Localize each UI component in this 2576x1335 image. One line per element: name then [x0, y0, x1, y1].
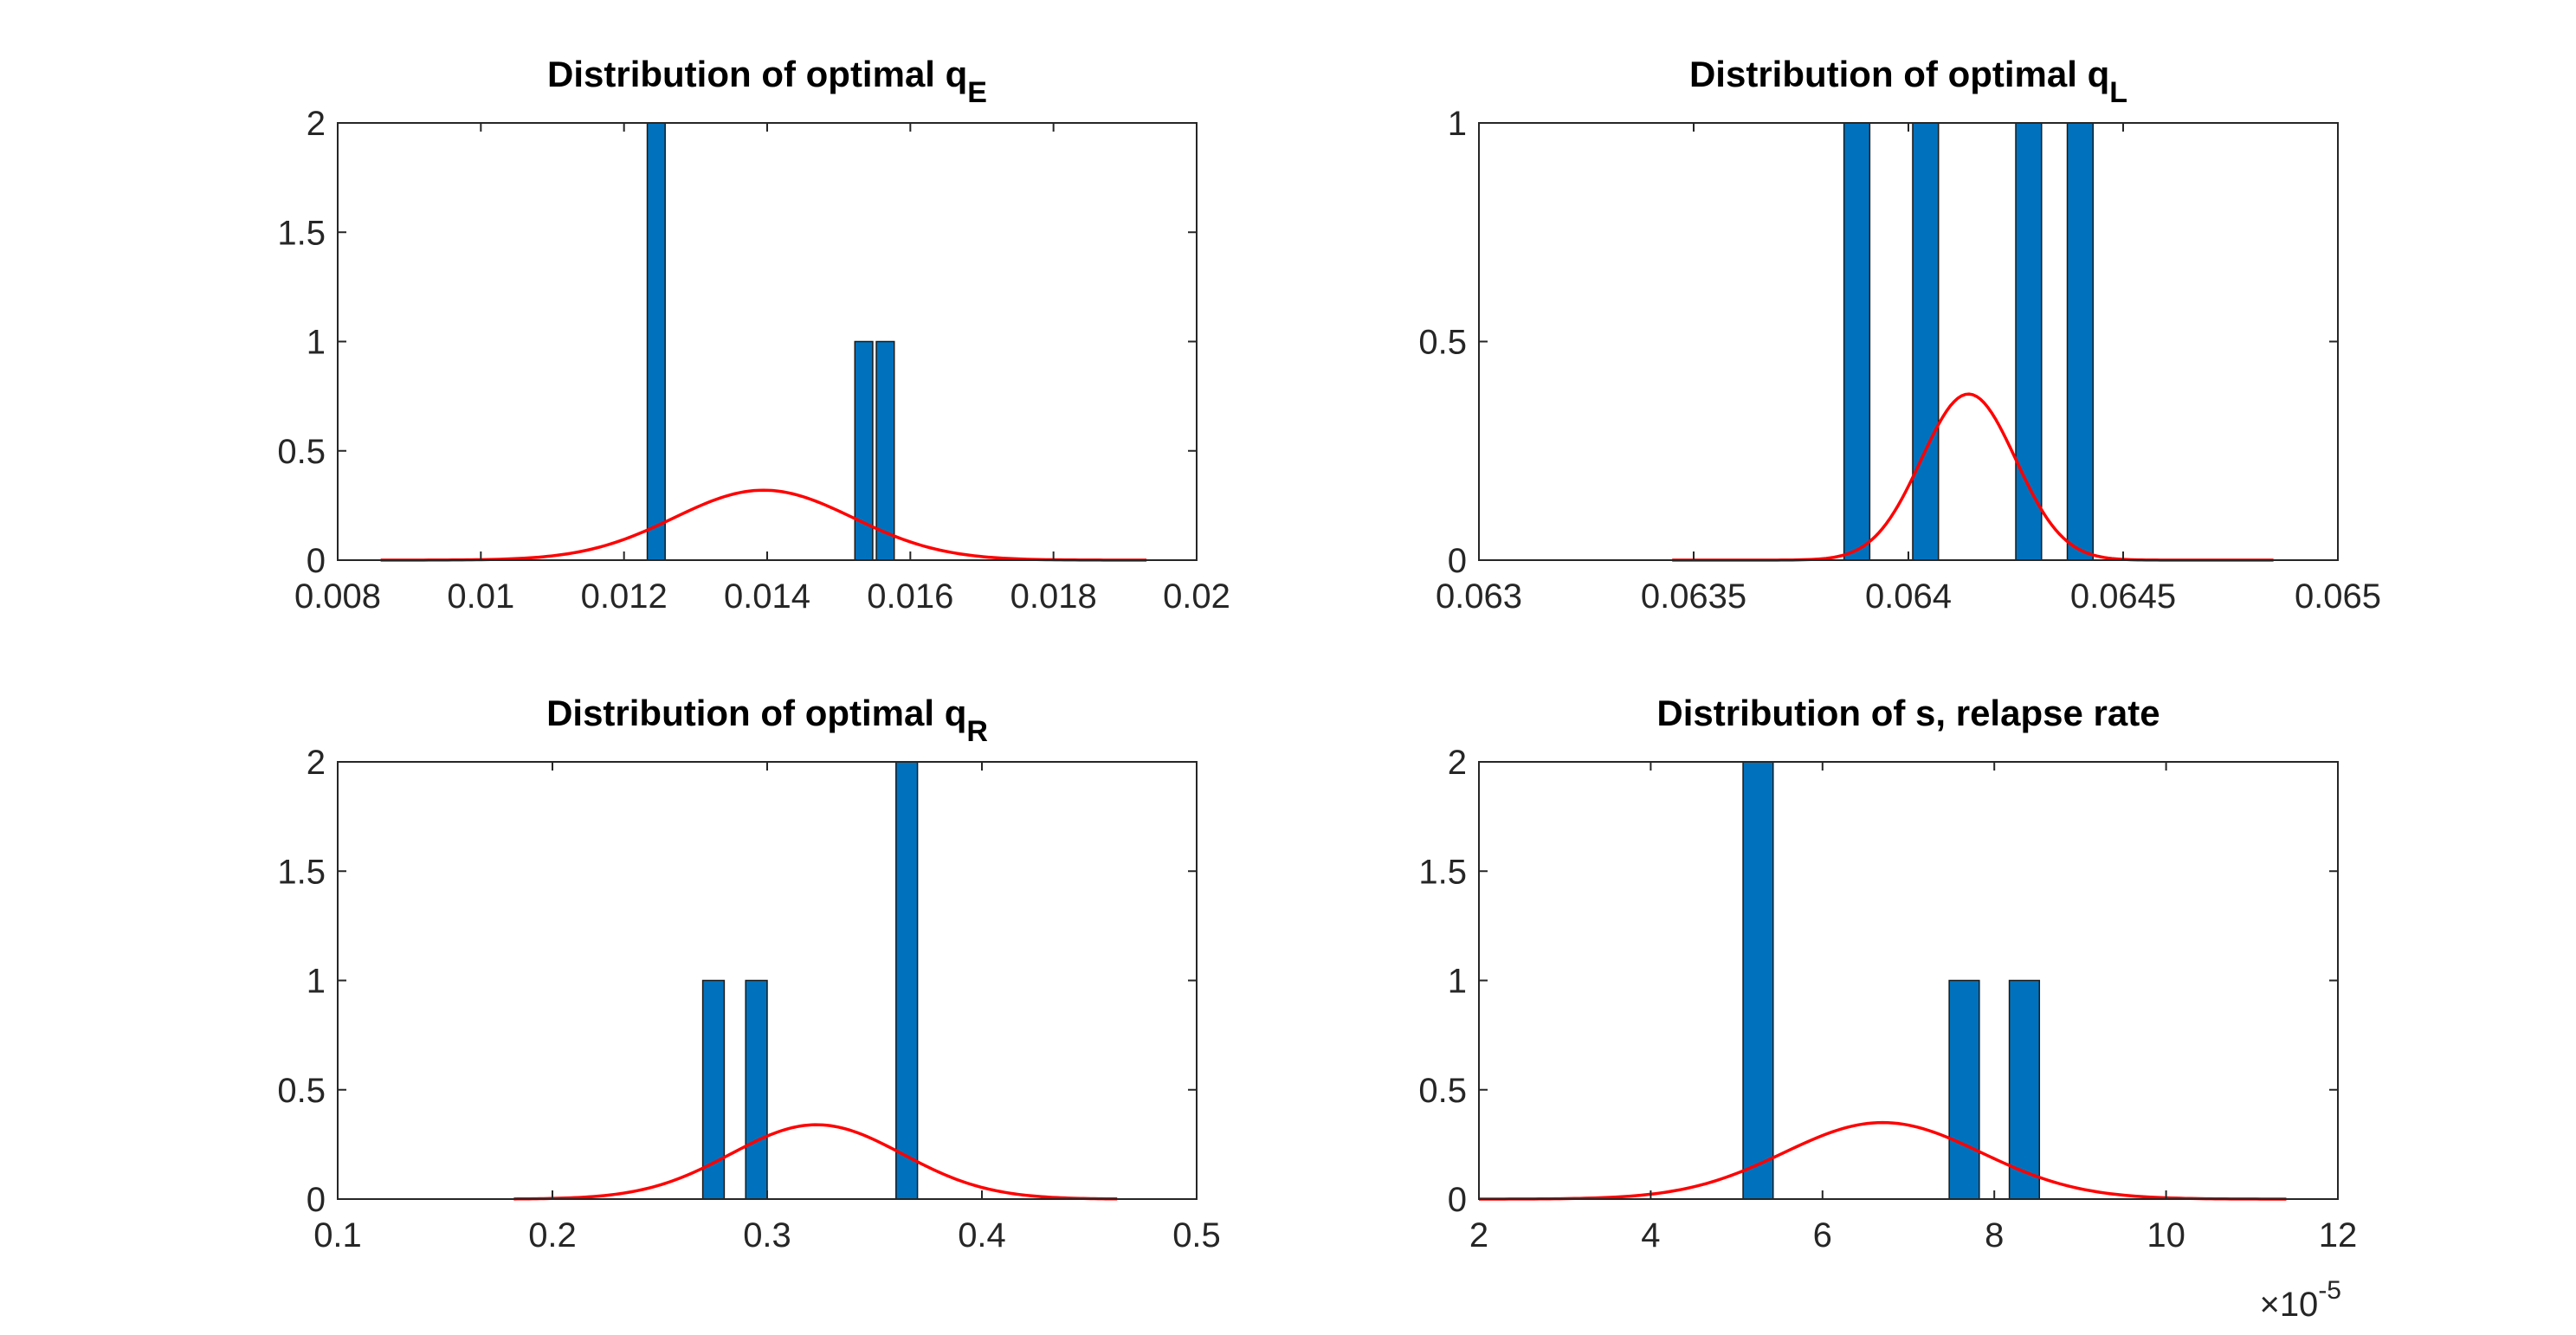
x-tick-label: 12 [2319, 1216, 2358, 1254]
x-tick-label: 0.4 [958, 1216, 1006, 1254]
x-axis-multiplier-exponent: -5 [2318, 1276, 2341, 1305]
histogram-bar [745, 979, 768, 1200]
histogram-bar [646, 122, 666, 561]
x-tick-label: 2 [1469, 1216, 1488, 1254]
x-tick-label: 0.5 [1172, 1216, 1221, 1254]
axes-box [1478, 122, 2339, 561]
normal-fit-line [513, 1123, 1118, 1201]
y-tick-label: 0.5 [277, 433, 326, 471]
x-tick-label: 4 [1641, 1216, 1660, 1254]
x-tick-label: 8 [1985, 1216, 2004, 1254]
y-tick-label: 1 [1448, 963, 1467, 1001]
chart-title: Distribution of optimal qE [547, 54, 987, 109]
chart-panel-1: 0.008 0.01 0.012 0.014 0.016 0.018 0.02 0 0.5 1 1.… [277, 54, 1230, 616]
x-tick-label: 0.008 [294, 577, 381, 616]
y-tick-label: 1.5 [277, 214, 326, 252]
y-tick-label: 0 [1448, 542, 1467, 580]
x-tick-label: 0.02 [1163, 577, 1230, 616]
x-axis-multiplier: ×10-5 [2259, 1276, 2341, 1324]
x-tick-label: 0.1 [313, 1216, 362, 1254]
histogram-bar [1948, 979, 1980, 1200]
y-tick-label: 0 [307, 542, 326, 580]
histogram-bar [1843, 122, 1871, 561]
y-tick-label: 1 [1448, 105, 1467, 143]
x-tick-label: 0.0645 [2070, 577, 2176, 616]
histogram-bar [895, 761, 919, 1200]
y-tick-label: 1.5 [277, 853, 326, 891]
x-tick-label: 0.064 [1865, 577, 1952, 616]
y-tick-label: 0.5 [277, 1072, 326, 1110]
y-tick-label: 1.5 [1418, 853, 1467, 891]
chart-title-main: Distribution of s, relapse rate [1656, 693, 2160, 733]
axes-box [337, 122, 1198, 561]
chart-title-subscript: L [2109, 76, 2127, 109]
x-tick-label: 0.016 [867, 577, 953, 616]
x-tick-label: 0.01 [447, 577, 514, 616]
chart-title: Distribution of s, relapse rate [1656, 693, 2160, 733]
histogram-bar [2015, 122, 2043, 561]
x-tick-label: 10 [2147, 1216, 2185, 1254]
y-tick-label: 0.5 [1418, 324, 1467, 362]
y-tick-label: 2 [307, 105, 326, 143]
x-tick-label: 0.018 [1010, 577, 1097, 616]
chart-title: Distribution of optimal qL [1689, 54, 2127, 109]
y-tick-label: 1 [307, 324, 326, 362]
normal-fit-line [1672, 392, 2274, 562]
x-tick-label: 6 [1813, 1216, 1832, 1254]
chart-title-subscript: E [967, 76, 987, 109]
y-tick-label: 2 [1448, 744, 1467, 782]
normal-fit-line [1478, 1120, 2287, 1201]
x-tick-label: 0.014 [724, 577, 810, 616]
y-tick-label: 0 [307, 1181, 326, 1219]
x-tick-label: 0.0635 [1641, 577, 1746, 616]
chart-title-main: Distribution of optimal q [546, 693, 966, 733]
chart-title-main: Distribution of optimal q [1689, 54, 2109, 94]
chart-title-subscript: R [966, 715, 988, 748]
x-tick-label: 0.3 [743, 1216, 791, 1254]
histogram-bar [875, 340, 895, 561]
chart-title-main: Distribution of optimal q [547, 54, 967, 94]
chart-panel-2: 0.063 0.0635 0.064 0.0645 0.065 0 0.5 1 Distribu… [1418, 54, 2381, 616]
histogram-bar [1742, 761, 1774, 1200]
x-tick-label: 0.012 [581, 577, 668, 616]
chart-panel-3: 0.1 0.2 0.3 0.4 0.5 0 0.5 1 1.5 2 Distribution of … [277, 693, 1220, 1254]
histogram-bar [2066, 122, 2095, 561]
histogram-bar [2008, 979, 2041, 1200]
y-tick-label: 0.5 [1418, 1072, 1467, 1110]
normal-fit-line [380, 488, 1147, 562]
y-tick-label: 2 [307, 744, 326, 782]
y-tick-label: 0 [1448, 1181, 1467, 1219]
chart-title: Distribution of optimal qR [546, 693, 988, 748]
y-tick-label: 1 [307, 963, 326, 1001]
chart-panel-4: 2 4 6 8 10 12 0 0.5 1 1.5 2 Distribution of s, rela… [1418, 693, 2357, 1324]
x-tick-label: 0.065 [2295, 577, 2381, 616]
x-axis-multiplier-base: ×10 [2259, 1286, 2318, 1324]
axes-box [1478, 761, 2339, 1200]
histogram-bar [854, 340, 874, 561]
histogram-bar [1912, 122, 1940, 561]
x-tick-label: 0.2 [528, 1216, 577, 1254]
x-tick-label: 0.063 [1436, 577, 1522, 616]
